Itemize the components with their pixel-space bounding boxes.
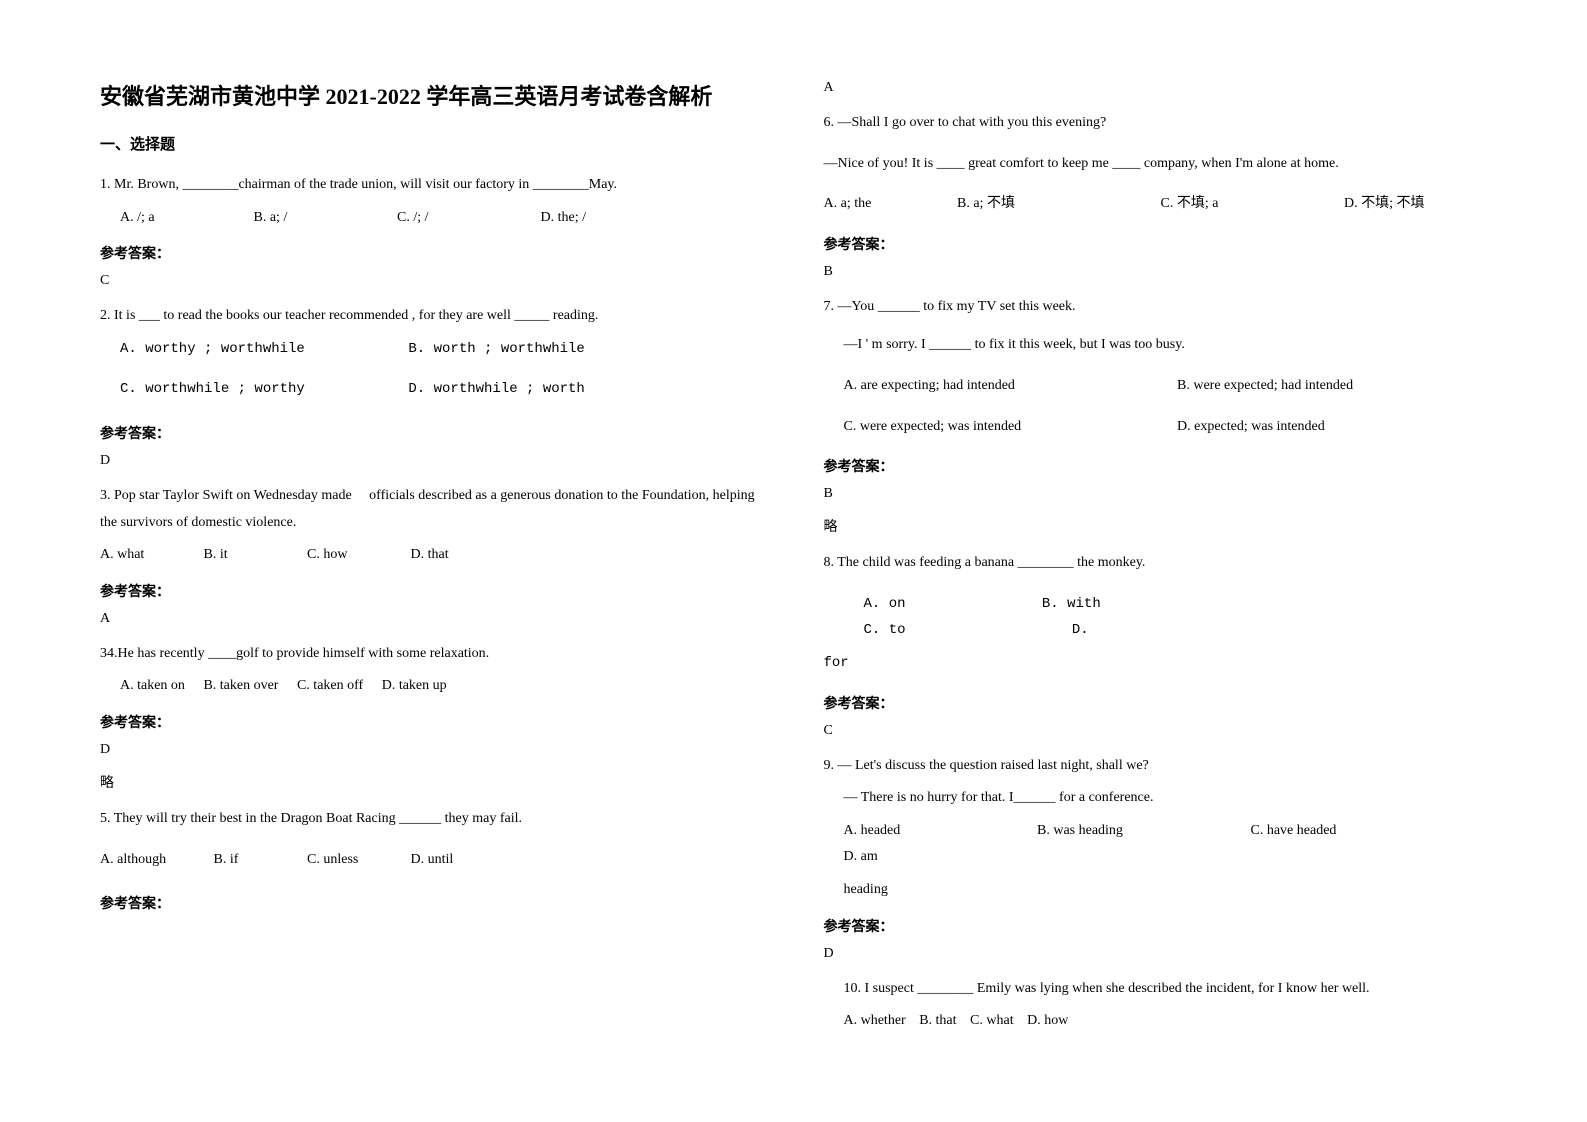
- q2-option-a: A. worthy ; worthwhile: [120, 336, 400, 363]
- q8-option-d: D.: [1072, 617, 1089, 644]
- q6-option-c: C. 不填; a: [1161, 191, 1341, 218]
- q34-answer-label: 参考答案：: [100, 712, 764, 732]
- q5-option-c: C. unless: [307, 847, 407, 874]
- q3-answer: A: [100, 611, 764, 627]
- q10-option-a: A. whether: [844, 1008, 906, 1035]
- q34-note: 略: [100, 772, 764, 792]
- q6-answer-label: 参考答案：: [824, 234, 1488, 254]
- q2-options-row1: A. worthy ; worthwhile B. worth ; worthw…: [100, 336, 764, 363]
- q34-option-b: B. taken over: [203, 673, 278, 700]
- q6-option-d: D. 不填; 不填: [1344, 191, 1425, 218]
- q8-option-d2: for: [824, 650, 1488, 677]
- q7-line2: —I ' m sorry. I ______ to fix it this we…: [824, 332, 1488, 359]
- q7-options-row2: C. were expected; was intended D. expect…: [824, 414, 1488, 441]
- q9-option-d2: heading: [824, 877, 1488, 904]
- q8-option-b: B. with: [1042, 591, 1292, 618]
- q7-answer-label: 参考答案：: [824, 456, 1488, 476]
- q10-options: A. whether B. that C. what D. how: [824, 1008, 1488, 1035]
- q9-option-d: D. am: [844, 844, 878, 871]
- q6-options: A. a; the B. a; 不填 C. 不填; a D. 不填; 不填: [824, 191, 1488, 218]
- q7-line1: 7. —You ______ to fix my TV set this wee…: [824, 294, 1488, 321]
- q9-line2: — There is no hurry for that. I______ fo…: [824, 785, 1488, 812]
- q5-option-b: B. if: [214, 847, 304, 874]
- q9-answer-label: 参考答案：: [824, 916, 1488, 936]
- q9-option-b: B. was heading: [1037, 818, 1247, 845]
- q2-option-b: B. worth ; worthwhile: [408, 341, 584, 357]
- q7-answer: B: [824, 486, 1488, 502]
- document-title: 安徽省芜湖市黄池中学 2021-2022 学年高三英语月考试卷含解析: [100, 80, 764, 113]
- q5-text: 5. They will try their best in the Drago…: [100, 806, 764, 833]
- q1-option-b: B. a; /: [254, 205, 394, 232]
- q9-option-a: A. headed: [844, 818, 1034, 845]
- q1-options: A. /; a B. a; / C. /; / D. the; /: [100, 205, 764, 232]
- q8-answer: C: [824, 723, 1488, 739]
- q3-option-d: D. that: [411, 542, 449, 569]
- q5-answer-label: 参考答案：: [100, 893, 764, 913]
- q2-text: 2. It is ___ to read the books our teach…: [100, 303, 764, 330]
- q3-answer-label: 参考答案：: [100, 581, 764, 601]
- q1-option-a: A. /; a: [120, 205, 250, 232]
- q5-option-a: A. although: [100, 847, 210, 874]
- q10-option-b: B. that: [919, 1008, 956, 1035]
- q7-note: 略: [824, 516, 1488, 536]
- q8-text: 8. The child was feeding a banana ______…: [824, 550, 1488, 577]
- q5-option-d: D. until: [411, 847, 454, 874]
- q34-answer: D: [100, 742, 764, 758]
- q9-options: A. headed B. was heading C. have headed …: [824, 818, 1488, 871]
- q7-option-a: A. are expecting; had intended: [844, 373, 1174, 400]
- q6-option-b: B. a; 不填: [957, 191, 1157, 218]
- q34-option-c: C. taken off: [297, 673, 363, 700]
- q8-option-a: A. on: [864, 591, 1034, 618]
- q9-option-c: C. have headed: [1251, 818, 1451, 845]
- q9-line1: 9. — Let's discuss the question raised l…: [824, 753, 1488, 780]
- q7-option-d: D. expected; was intended: [1177, 414, 1325, 441]
- q6-option-a: A. a; the: [824, 191, 954, 218]
- right-column: A 6. —Shall I go over to chat with you t…: [824, 80, 1488, 1082]
- q3-option-a: A. what: [100, 542, 200, 569]
- q10-option-d: D. how: [1027, 1008, 1068, 1035]
- q6-answer: B: [824, 264, 1488, 280]
- q5-answer: A: [824, 80, 1488, 96]
- q5-options: A. although B. if C. unless D. until: [100, 847, 764, 874]
- q34-text: 34.He has recently ____golf to provide h…: [100, 641, 764, 668]
- q8-option-c: C. to: [864, 617, 1064, 644]
- q34-options: A. taken on B. taken over C. taken off D…: [100, 673, 764, 700]
- q10-option-c: C. what: [970, 1008, 1014, 1035]
- q7-option-c: C. were expected; was intended: [844, 414, 1174, 441]
- q6-line1: 6. —Shall I go over to chat with you thi…: [824, 110, 1488, 137]
- q2-options-row2: C. worthwhile ; worthy D. worthwhile ; w…: [100, 376, 764, 403]
- left-column: 安徽省芜湖市黄池中学 2021-2022 学年高三英语月考试卷含解析 一、选择题…: [100, 80, 764, 1082]
- q3-option-c: C. how: [307, 542, 407, 569]
- q2-answer: D: [100, 453, 764, 469]
- q2-answer-label: 参考答案：: [100, 423, 764, 443]
- q8-answer-label: 参考答案：: [824, 693, 1488, 713]
- q10-text: 10. I suspect ________ Emily was lying w…: [824, 976, 1488, 1003]
- q2-option-d: D. worthwhile ; worth: [408, 381, 584, 397]
- q1-option-d: D. the; /: [541, 205, 587, 232]
- q6-line2: —Nice of you! It is ____ great comfort t…: [824, 151, 1488, 178]
- q7-option-b: B. were expected; had intended: [1177, 373, 1353, 400]
- q34-option-d: D. taken up: [382, 673, 447, 700]
- q1-text: 1. Mr. Brown, ________chairman of the tr…: [100, 172, 764, 199]
- q3-options: A. what B. it C. how D. that: [100, 542, 764, 569]
- q1-option-c: C. /; /: [397, 205, 537, 232]
- q9-answer: D: [824, 946, 1488, 962]
- q8-options: A. on B. with C. to D.: [824, 591, 1488, 644]
- q2-option-c: C. worthwhile ; worthy: [120, 376, 400, 403]
- q34-option-a: A. taken on: [120, 673, 185, 700]
- q7-options-row1: A. are expecting; had intended B. were e…: [824, 373, 1488, 400]
- q1-answer-label: 参考答案：: [100, 243, 764, 263]
- q1-answer: C: [100, 273, 764, 289]
- section-header: 一、选择题: [100, 133, 764, 154]
- q3-option-b: B. it: [204, 542, 304, 569]
- q3-text: 3. Pop star Taylor Swift on Wednesday ma…: [100, 483, 764, 536]
